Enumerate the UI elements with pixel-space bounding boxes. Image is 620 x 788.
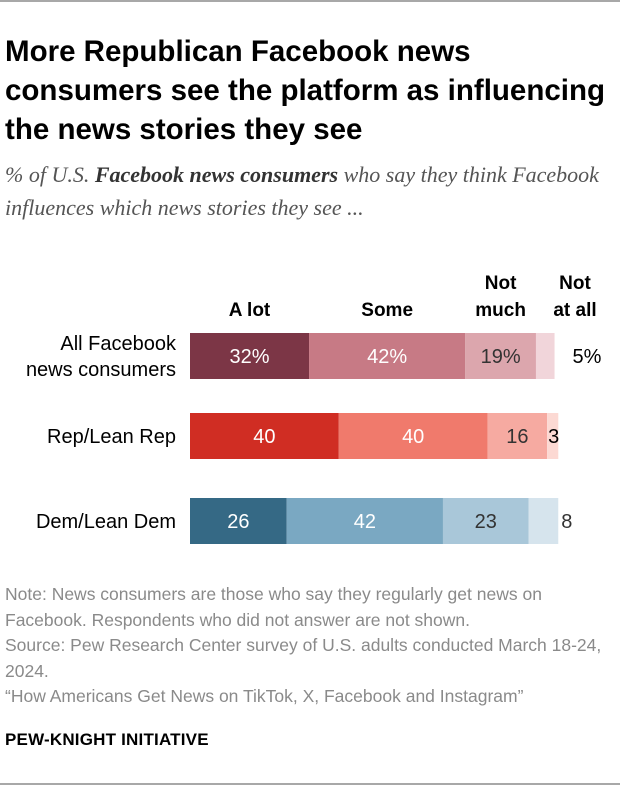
chart-title: More Republican Facebook news consumers …: [5, 35, 605, 146]
value-label-rep-some: 40: [402, 426, 424, 448]
legend-header-some: Some: [361, 300, 413, 321]
bar-segment-all-some: [309, 333, 466, 379]
value-label-all-a-lot: 32%: [230, 346, 270, 368]
category-label-all: news consumers: [26, 359, 176, 381]
bar-segment-dem-not-much: [442, 498, 529, 544]
legend-header-not-at-all: at all: [553, 300, 596, 321]
value-label-dem-a-lot: 26: [227, 511, 249, 533]
bar-segment-rep-some: [338, 413, 488, 459]
value-label-all-not-much: 19%: [481, 346, 521, 368]
chart-subtitle: % of U.S. Facebook news consumers who sa…: [5, 158, 610, 224]
chart-canvas: A lot Some Not much Not at all All Facebook new…: [26, 273, 602, 544]
bar-segment-rep-not-at-all: [547, 413, 559, 459]
value-label-dem-not-much: 23: [475, 511, 497, 533]
value-label-dem-not-at-all: 8: [561, 511, 572, 533]
chart-notes: Note: News consumers are those who say t…: [5, 582, 615, 710]
report-title: “How Americans Get News on TikTok, X, Fa…: [5, 686, 524, 706]
bar-segment-dem-a-lot: [190, 498, 287, 544]
stacked-bar-chart: A lot Some Not much Not at all All Facebook new…: [0, 260, 620, 580]
legend-header-not-at-all: Not: [559, 273, 591, 294]
subtitle-suffix: who say they think Facebook influences w…: [5, 162, 599, 220]
category-label-rep: Rep/Lean Rep: [47, 426, 176, 448]
value-label-rep-not-at-all: 3: [548, 426, 559, 448]
bar-segment-all-not-much: [465, 333, 536, 379]
bar-segment-dem-some: [286, 498, 443, 544]
bar-segment-rep-not-much: [487, 413, 548, 459]
source-text: Source: Pew Research Center survey of U.…: [5, 635, 602, 681]
bar-segment-all-not-at-all: [535, 333, 555, 379]
category-label-all: All Facebook: [60, 333, 177, 355]
subtitle-emphasis: Facebook news consumers: [94, 162, 339, 187]
note-text: Note: News consumers are those who say t…: [5, 584, 542, 630]
value-label-all-some: 42%: [367, 346, 407, 368]
bar-segment-all-a-lot: [190, 333, 310, 379]
value-label-rep-not-much: 16: [506, 426, 528, 448]
top-rule: [0, 0, 620, 2]
bar-segment-dem-not-at-all: [528, 498, 559, 544]
category-label-dem: Dem/Lean Dem: [36, 511, 176, 533]
bottom-rule: [0, 783, 620, 785]
value-label-rep-a-lot: 40: [253, 426, 275, 448]
value-label-all-not-at-all: 5%: [573, 346, 602, 368]
brand-label: PEW-KNIGHT INITIATIVE: [5, 730, 209, 749]
value-label-dem-some: 42: [354, 511, 376, 533]
subtitle-prefix: % of U.S.: [5, 162, 95, 187]
legend-header-not-much: much: [475, 300, 526, 321]
legend-header-a-lot: A lot: [229, 300, 271, 321]
bar-segment-rep-a-lot: [190, 413, 339, 459]
legend-header-not-much: Not: [485, 273, 517, 294]
